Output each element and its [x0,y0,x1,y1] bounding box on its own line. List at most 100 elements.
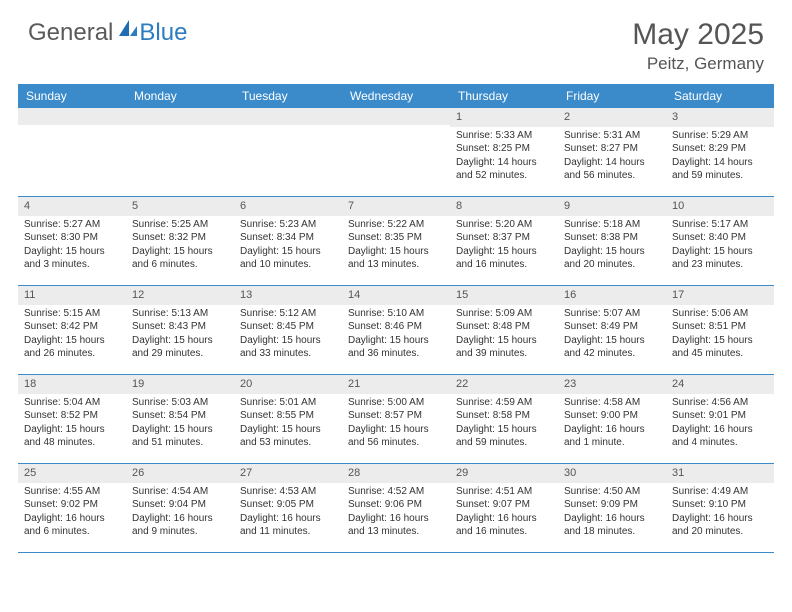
day-content: Sunrise: 5:25 AMSunset: 8:32 PMDaylight:… [126,216,234,276]
sunrise-text: Sunrise: 5:09 AM [456,307,552,321]
daylight-text: Daylight: 14 hours and 52 minutes. [456,156,552,183]
sunrise-text: Sunrise: 5:04 AM [24,396,120,410]
day-cell: 18Sunrise: 5:04 AMSunset: 8:52 PMDayligh… [18,375,126,463]
day-number: 13 [234,286,342,305]
sunrise-text: Sunrise: 5:27 AM [24,218,120,232]
day-number: 5 [126,197,234,216]
daylight-text: Daylight: 16 hours and 1 minute. [564,423,660,450]
sunrise-text: Sunrise: 5:17 AM [672,218,768,232]
sunset-text: Sunset: 8:43 PM [132,320,228,334]
daylight-text: Daylight: 15 hours and 16 minutes. [456,245,552,272]
sunrise-text: Sunrise: 5:01 AM [240,396,336,410]
day-number: 14 [342,286,450,305]
week-row: 18Sunrise: 5:04 AMSunset: 8:52 PMDayligh… [18,375,774,464]
day-number: 8 [450,197,558,216]
day-content: Sunrise: 4:52 AMSunset: 9:06 PMDaylight:… [342,483,450,543]
day-content: Sunrise: 4:55 AMSunset: 9:02 PMDaylight:… [18,483,126,543]
sunrise-text: Sunrise: 5:15 AM [24,307,120,321]
day-cell: 25Sunrise: 4:55 AMSunset: 9:02 PMDayligh… [18,464,126,552]
day-content: Sunrise: 5:27 AMSunset: 8:30 PMDaylight:… [18,216,126,276]
day-cell [126,108,234,196]
day-content: Sunrise: 4:56 AMSunset: 9:01 PMDaylight:… [666,394,774,454]
day-content: Sunrise: 4:59 AMSunset: 8:58 PMDaylight:… [450,394,558,454]
sunset-text: Sunset: 8:37 PM [456,231,552,245]
day-cell: 6Sunrise: 5:23 AMSunset: 8:34 PMDaylight… [234,197,342,285]
day-cell: 31Sunrise: 4:49 AMSunset: 9:10 PMDayligh… [666,464,774,552]
logo: General Blue [28,18,187,47]
day-cell: 14 Sunrise: 5:10 AMSunset: 8:46 PMDayligh… [342,286,450,374]
daylight-text: Daylight: 15 hours and 23 minutes. [672,245,768,272]
week-row: 25Sunrise: 4:55 AMSunset: 9:02 PMDayligh… [18,464,774,553]
day-header: Friday [558,84,666,108]
day-number: 1 [450,108,558,127]
day-cell: 13Sunrise: 5:12 AMSunset: 8:45 PMDayligh… [234,286,342,374]
daylight-text: Daylight: 16 hours and 9 minutes. [132,512,228,539]
sunrise-text: Sunrise: 5:10 AM [348,307,444,321]
day-number: 11 [18,286,126,305]
daylight-text: Daylight: 15 hours and 3 minutes. [24,245,120,272]
sunrise-text: Sunrise: 4:53 AM [240,485,336,499]
day-number: 31 [666,464,774,483]
daylight-text: Daylight: 15 hours and 10 minutes. [240,245,336,272]
day-content: Sunrise: 5:03 AMSunset: 8:54 PMDaylight:… [126,394,234,454]
calendar: Sunday Monday Tuesday Wednesday Thursday… [0,84,792,553]
sunset-text: Sunset: 8:46 PM [348,320,444,334]
daylight-text: Daylight: 15 hours and 33 minutes. [240,334,336,361]
day-number: 4 [18,197,126,216]
day-cell: 7Sunrise: 5:22 AMSunset: 8:35 PMDaylight… [342,197,450,285]
day-content: Sunrise: 5:13 AMSunset: 8:43 PMDaylight:… [126,305,234,365]
sunset-text: Sunset: 9:01 PM [672,409,768,423]
daylight-text: Daylight: 16 hours and 18 minutes. [564,512,660,539]
day-number [18,108,126,125]
sunset-text: Sunset: 8:54 PM [132,409,228,423]
sunset-text: Sunset: 8:30 PM [24,231,120,245]
sunset-text: Sunset: 8:27 PM [564,142,660,156]
sunset-text: Sunset: 9:04 PM [132,498,228,512]
day-number [234,108,342,125]
day-number: 12 [126,286,234,305]
sunset-text: Sunset: 8:42 PM [24,320,120,334]
daylight-text: Daylight: 16 hours and 16 minutes. [456,512,552,539]
sunrise-text: Sunrise: 4:56 AM [672,396,768,410]
daylight-text: Daylight: 16 hours and 4 minutes. [672,423,768,450]
day-content: Sunrise: 5:20 AMSunset: 8:37 PMDaylight:… [450,216,558,276]
sunrise-text: Sunrise: 5:07 AM [564,307,660,321]
sunset-text: Sunset: 8:52 PM [24,409,120,423]
day-header: Monday [126,84,234,108]
sunset-text: Sunset: 9:00 PM [564,409,660,423]
sunset-text: Sunset: 9:09 PM [564,498,660,512]
day-header: Saturday [666,84,774,108]
daylight-text: Daylight: 15 hours and 42 minutes. [564,334,660,361]
day-content: Sunrise: 5:18 AMSunset: 8:38 PMDaylight:… [558,216,666,276]
day-cell: 17Sunrise: 5:06 AMSunset: 8:51 PMDayligh… [666,286,774,374]
day-content: Sunrise: 5:09 AMSunset: 8:48 PMDaylight:… [450,305,558,365]
sunrise-text: Sunrise: 5:06 AM [672,307,768,321]
day-cell: 28Sunrise: 4:52 AMSunset: 9:06 PMDayligh… [342,464,450,552]
day-cell: 22Sunrise: 4:59 AMSunset: 8:58 PMDayligh… [450,375,558,463]
day-number: 2 [558,108,666,127]
sunset-text: Sunset: 9:06 PM [348,498,444,512]
day-cell [342,108,450,196]
daylight-text: Daylight: 15 hours and 29 minutes. [132,334,228,361]
day-content: Sunrise: 5:04 AMSunset: 8:52 PMDaylight:… [18,394,126,454]
day-content: Sunrise: 5:23 AMSunset: 8:34 PMDaylight:… [234,216,342,276]
day-number: 24 [666,375,774,394]
daylight-text: Daylight: 15 hours and 53 minutes. [240,423,336,450]
sunrise-text: Sunrise: 5:33 AM [456,129,552,143]
day-cell: 12Sunrise: 5:13 AMSunset: 8:43 PMDayligh… [126,286,234,374]
daylight-text: Daylight: 15 hours and 51 minutes. [132,423,228,450]
sunset-text: Sunset: 8:32 PM [132,231,228,245]
sunset-text: Sunset: 9:05 PM [240,498,336,512]
sunset-text: Sunset: 8:34 PM [240,231,336,245]
sunrise-text: Sunrise: 5:20 AM [456,218,552,232]
sunrise-text: Sunrise: 4:55 AM [24,485,120,499]
day-number: 25 [18,464,126,483]
day-content: Sunrise: 4:58 AMSunset: 9:00 PMDaylight:… [558,394,666,454]
daylight-text: Daylight: 15 hours and 36 minutes. [348,334,444,361]
day-header: Tuesday [234,84,342,108]
day-cell: 20Sunrise: 5:01 AMSunset: 8:55 PMDayligh… [234,375,342,463]
day-content: Sunrise: 5:29 AMSunset: 8:29 PMDaylight:… [666,127,774,187]
day-number: 3 [666,108,774,127]
day-content: Sunrise: 5:31 AMSunset: 8:27 PMDaylight:… [558,127,666,187]
day-cell: 2Sunrise: 5:31 AMSunset: 8:27 PMDaylight… [558,108,666,196]
